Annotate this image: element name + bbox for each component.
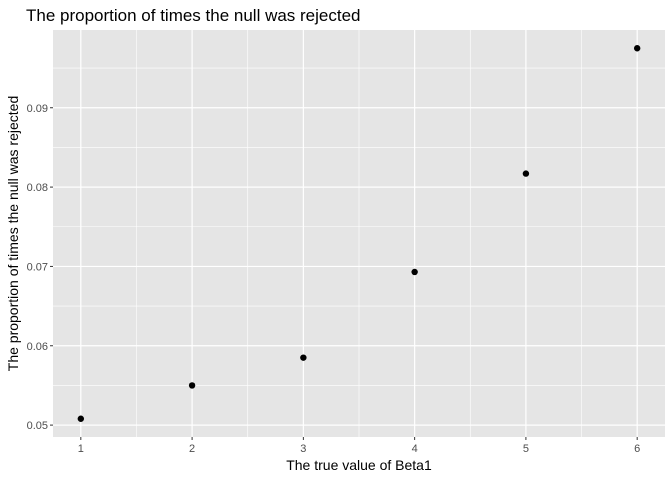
x-tick-label: 2 xyxy=(189,443,195,455)
x-tick-label: 6 xyxy=(634,443,640,455)
major-grid xyxy=(53,30,665,437)
x-tick-label: 3 xyxy=(300,443,306,455)
y-tick-label: 0.08 xyxy=(27,182,48,194)
y-tick-label: 0.07 xyxy=(27,261,48,273)
y-axis-title: The proportion of times the null was rej… xyxy=(5,96,21,371)
data-point xyxy=(77,415,85,422)
y-tick-label: 0.05 xyxy=(27,420,48,432)
x-tick-label: 1 xyxy=(78,443,84,455)
y-tick-label: 0.06 xyxy=(27,341,48,353)
y-tick-label: 0.09 xyxy=(27,103,48,115)
data-point xyxy=(300,354,307,361)
data-point xyxy=(522,170,530,177)
data-point xyxy=(411,268,418,276)
x-tick-label: 4 xyxy=(412,443,418,455)
x-axis: 1 2 3 4 5 6 xyxy=(78,437,640,455)
data-points xyxy=(77,45,641,422)
chart-title: The proportion of times the null was rej… xyxy=(26,6,361,25)
x-tick-label: 5 xyxy=(523,443,529,455)
data-point xyxy=(633,45,641,52)
data-point xyxy=(188,382,196,389)
y-axis: 0.05 0.06 0.07 0.08 0.09 xyxy=(27,103,53,432)
minor-grid xyxy=(53,30,665,437)
x-axis-title: The true value of Beta1 xyxy=(286,457,432,473)
